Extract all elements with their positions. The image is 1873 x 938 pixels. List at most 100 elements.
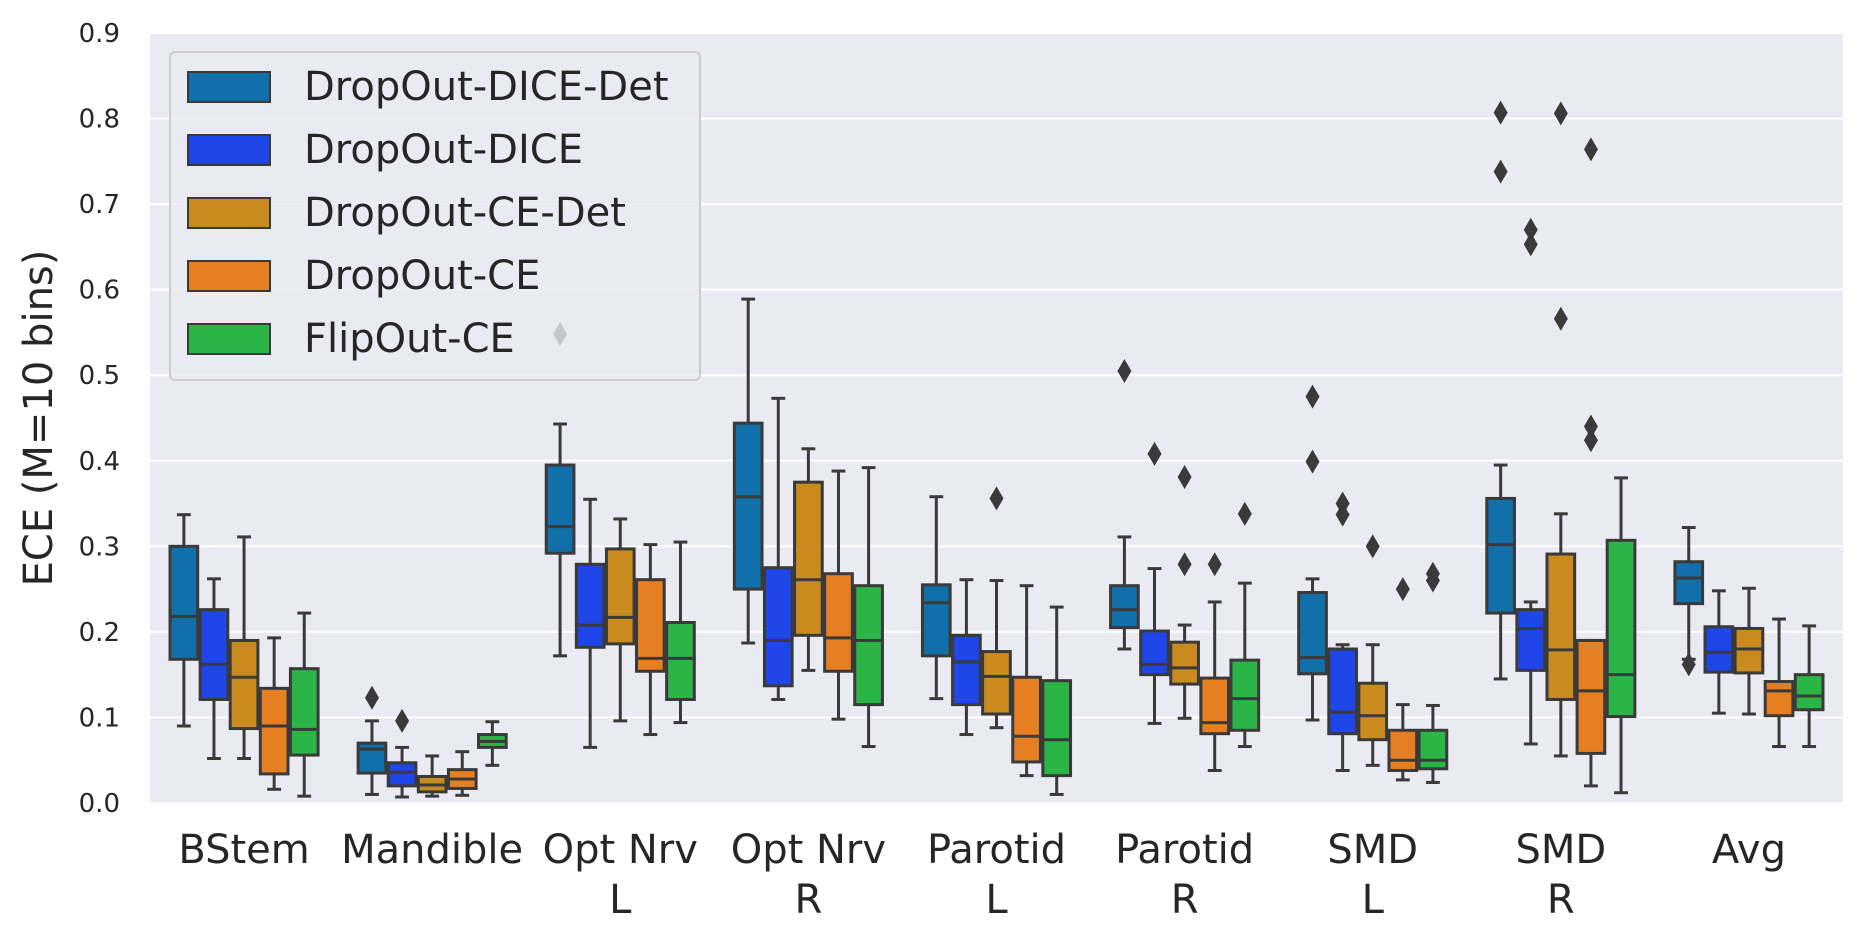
box [288, 667, 320, 757]
x-tick-label: Parotid [927, 827, 1066, 873]
y-tick-label: 0.0 [79, 789, 120, 819]
legend-label: DropOut-CE [304, 253, 540, 299]
outlier-marker [1335, 502, 1350, 527]
box [665, 620, 696, 701]
box [1485, 496, 1516, 615]
outlier-marker [395, 708, 410, 733]
legend-label: DropOut-CE-Det [304, 190, 626, 236]
y-tick-label: 0.7 [79, 190, 120, 220]
box [1793, 673, 1825, 712]
box [853, 584, 884, 707]
outlier-marker [989, 486, 1004, 511]
outlier-marker [1305, 449, 1320, 474]
legend-swatch [187, 71, 271, 103]
x-tick-label: SMD [1327, 827, 1418, 873]
series-DropOut-CE [258, 137, 1795, 797]
x-tick-label: Avg [1712, 827, 1786, 873]
box [1605, 538, 1637, 719]
outlier-marker [1523, 217, 1538, 242]
y-tick-label: 0.2 [79, 618, 120, 648]
series-FlipOut-CE [288, 466, 1825, 798]
outlier-marker [1305, 384, 1320, 409]
y-tick-label: 0.4 [79, 447, 120, 477]
box [1417, 728, 1449, 771]
legend-label: DropOut-DICE-Det [304, 64, 669, 110]
box [1703, 625, 1735, 674]
legend-label: FlipOut-CE [304, 316, 515, 362]
legend-swatch [187, 134, 271, 166]
outlier-marker [1493, 100, 1508, 125]
box [1545, 552, 1577, 701]
box [604, 547, 636, 646]
outlier-marker [1117, 358, 1132, 383]
x-tick-label: Mandible [341, 827, 523, 873]
x-tick-label: R [1171, 877, 1199, 923]
y-tick-label: 0.1 [79, 703, 120, 733]
box [920, 583, 952, 658]
y-tick-label: 0.5 [79, 361, 120, 391]
outlier-marker [364, 685, 379, 710]
outlier-marker [1681, 652, 1696, 677]
series-DropOut-DICE-Det [168, 100, 1705, 796]
box [198, 608, 230, 701]
outlier-marker [1207, 552, 1222, 577]
box [1673, 560, 1705, 606]
outlier-marker [1425, 568, 1440, 593]
outlier-marker [1583, 137, 1598, 162]
outlier-marker [1395, 577, 1410, 602]
box [386, 761, 418, 788]
outlier-marker [1237, 501, 1252, 526]
box [258, 686, 290, 776]
box [574, 562, 606, 649]
x-tick-label: R [794, 877, 822, 923]
box [823, 572, 854, 673]
box [1139, 629, 1170, 677]
legend-label: DropOut-DICE [304, 127, 583, 173]
outlier-marker [1523, 232, 1538, 257]
box [1199, 676, 1231, 736]
box [732, 421, 764, 591]
outlier-marker [1583, 414, 1598, 439]
outlier-marker [1365, 534, 1380, 559]
outlier-marker [1583, 428, 1598, 453]
x-tick-label: Opt Nrv [731, 827, 886, 873]
box [228, 638, 260, 731]
box [544, 463, 576, 555]
x-tick-label: L [985, 877, 1008, 923]
box [1763, 680, 1795, 718]
legend-frame [169, 51, 701, 381]
box [1169, 640, 1200, 686]
box [1387, 728, 1419, 772]
y-axis-ticks: 0.0 0.1 0.2 0.3 0.4 0.5 0.6 0.7 0.8 0.9 [79, 19, 120, 819]
outlier-marker [1177, 552, 1192, 577]
y-tick-label: 0.6 [79, 276, 120, 306]
box [1109, 584, 1140, 630]
legend-swatch [187, 197, 271, 229]
box [762, 566, 794, 688]
series-DropOut-CE-Det [228, 101, 1765, 798]
x-tick-label: L [1362, 877, 1385, 923]
y-tick-label: 0.3 [79, 532, 120, 562]
outlier-marker [1553, 101, 1568, 126]
box [951, 633, 982, 707]
box [1297, 591, 1328, 676]
box [1733, 626, 1765, 675]
y-axis-title: ECE (M=10 bins) [16, 250, 62, 587]
box-series [168, 100, 1825, 799]
y-tick-label: 0.8 [79, 105, 120, 135]
legend-swatch [187, 323, 271, 355]
box [1041, 679, 1073, 778]
outlier-marker [1553, 306, 1568, 331]
box [1515, 608, 1547, 672]
x-tick-label: Opt Nrv [543, 827, 698, 873]
box [168, 544, 200, 661]
legend: DropOut-DICE-Det DropOut-DICE DropOut-CE-D… [169, 51, 701, 381]
y-tick-label: 0.9 [79, 19, 120, 49]
box [1011, 675, 1042, 764]
box [1575, 638, 1607, 755]
outlier-marker [1147, 441, 1162, 466]
box [1357, 681, 1389, 742]
box [793, 480, 824, 637]
